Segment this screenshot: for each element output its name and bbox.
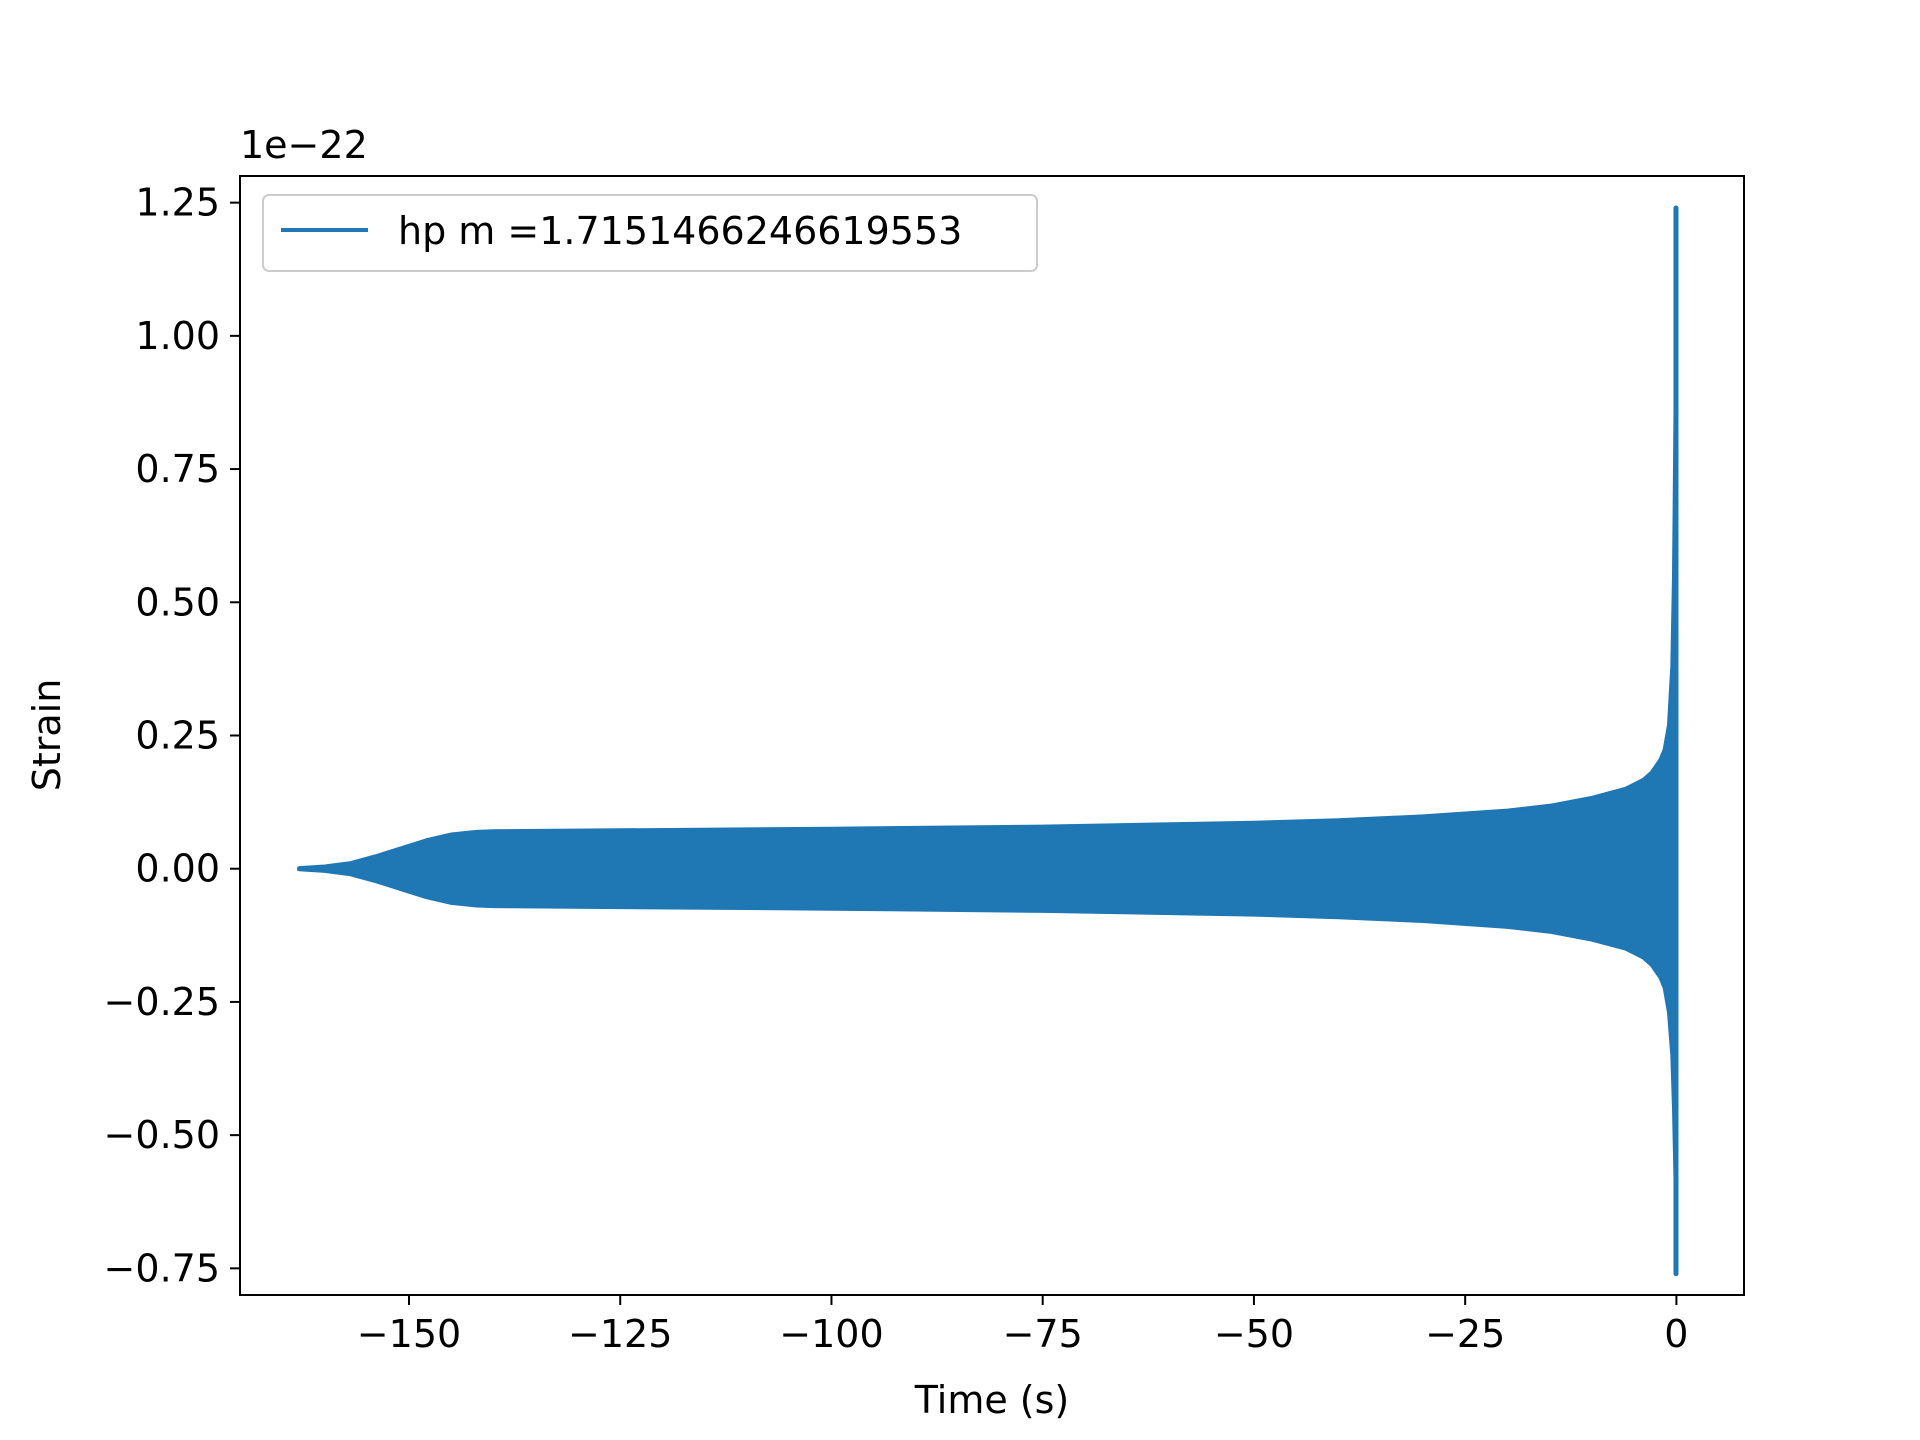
x-axis-label: Time (s)	[914, 1378, 1070, 1422]
x-tick-label: −100	[779, 1312, 883, 1356]
y-tick-label: 1.25	[135, 181, 220, 225]
y-tick-label: 1.00	[135, 314, 220, 358]
legend-series-label: hp m =1.7151466246619553	[398, 209, 962, 253]
x-tick-label: −25	[1425, 1312, 1505, 1356]
legend: hp m =1.7151466246619553	[262, 194, 1038, 272]
plot-area	[297, 205, 1679, 1277]
y-tick-label: 0.75	[135, 447, 220, 491]
x-axis: −150 −125 −100 −75 −50 −25 0	[357, 1295, 1688, 1356]
y-tick-label: −0.75	[104, 1246, 220, 1290]
legend-box	[262, 194, 1038, 272]
y-axis-label: Strain	[25, 679, 69, 792]
y-tick-label: 0.25	[135, 714, 220, 758]
y-axis-offset-label: 1e−22	[240, 123, 368, 167]
x-tick-label: −150	[357, 1312, 461, 1356]
y-axis: −0.75 −0.50 −0.25 0.00 0.25 0.50 0.75 1.00 1.25	[104, 181, 240, 1290]
y-tick-label: −0.25	[104, 980, 220, 1024]
y-tick-label: 0.00	[135, 847, 220, 891]
y-tick-label: 0.50	[135, 580, 220, 624]
x-tick-label: −50	[1214, 1312, 1294, 1356]
y-tick-label: −0.50	[104, 1113, 220, 1157]
x-tick-label: 0	[1664, 1312, 1688, 1356]
x-tick-label: −75	[1003, 1312, 1083, 1356]
x-tick-label: −125	[568, 1312, 672, 1356]
